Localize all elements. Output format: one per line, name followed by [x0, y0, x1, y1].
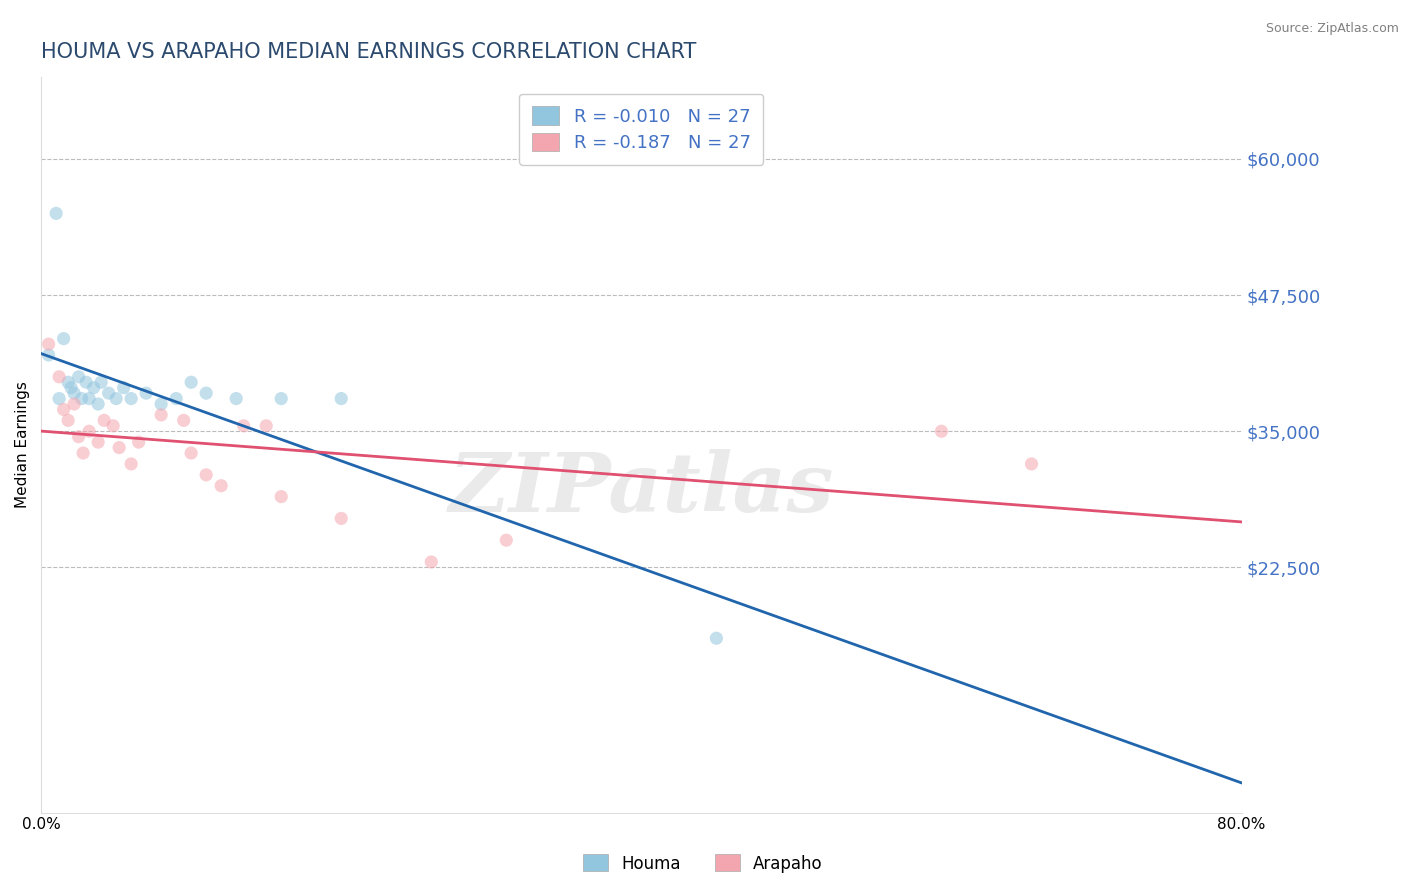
Y-axis label: Median Earnings: Median Earnings — [15, 382, 30, 508]
Point — [56, 376, 79, 390]
Text: HOUMA VS ARAPAHO MEDIAN EARNINGS CORRELATION CHART: HOUMA VS ARAPAHO MEDIAN EARNINGS CORRELA… — [41, 42, 696, 62]
Point — [63, 386, 86, 401]
Point — [112, 381, 135, 395]
Point — [60, 381, 83, 395]
Point — [225, 392, 247, 406]
Point — [72, 446, 94, 460]
Point — [87, 435, 110, 450]
Point — [232, 418, 254, 433]
Point — [330, 392, 353, 406]
Point — [120, 392, 142, 406]
Point — [173, 413, 195, 427]
Point — [77, 392, 100, 406]
Text: Source: ZipAtlas.com: Source: ZipAtlas.com — [1265, 22, 1399, 36]
Point — [52, 402, 75, 417]
Point — [93, 413, 115, 427]
Point — [120, 457, 142, 471]
Point — [150, 408, 173, 422]
Point — [180, 446, 202, 460]
Point — [209, 479, 232, 493]
Point — [706, 632, 728, 646]
Point — [97, 386, 120, 401]
Point — [150, 397, 173, 411]
Point — [128, 435, 150, 450]
Point — [56, 413, 79, 427]
Legend: Houma, Arapaho: Houma, Arapaho — [576, 847, 830, 880]
Point — [38, 348, 60, 362]
Point — [48, 392, 70, 406]
Point — [270, 490, 292, 504]
Point — [38, 337, 60, 351]
Point — [77, 424, 100, 438]
Point — [135, 386, 157, 401]
Point — [330, 511, 353, 525]
Point — [270, 392, 292, 406]
Point — [931, 424, 953, 438]
Point — [195, 386, 218, 401]
Point — [101, 418, 124, 433]
Point — [105, 392, 128, 406]
Point — [165, 392, 187, 406]
Point — [75, 376, 97, 390]
Point — [90, 376, 112, 390]
Point — [63, 397, 86, 411]
Point — [70, 392, 93, 406]
Point — [83, 381, 105, 395]
Text: ZIPatlas: ZIPatlas — [449, 449, 834, 529]
Point — [67, 430, 90, 444]
Point — [254, 418, 277, 433]
Point — [67, 369, 90, 384]
Point — [108, 441, 131, 455]
Point — [52, 332, 75, 346]
Point — [45, 206, 67, 220]
Legend: R = -0.010   N = 27, R = -0.187   N = 27: R = -0.010 N = 27, R = -0.187 N = 27 — [519, 94, 763, 165]
Point — [1021, 457, 1043, 471]
Point — [420, 555, 443, 569]
Point — [48, 369, 70, 384]
Point — [495, 533, 517, 548]
Point — [195, 467, 218, 482]
Point — [87, 397, 110, 411]
Point — [180, 376, 202, 390]
